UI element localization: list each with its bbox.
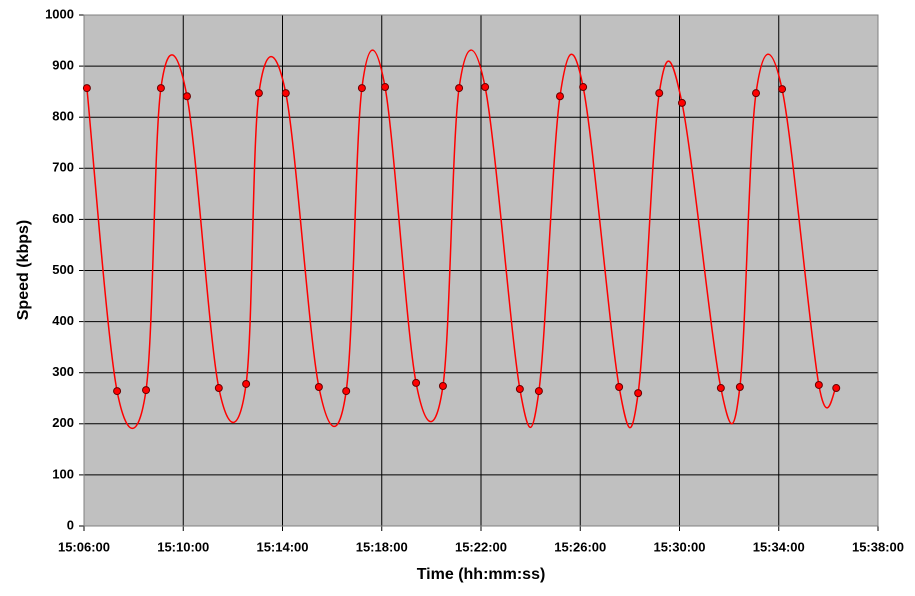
x-tick-label: 15:38:00 (852, 539, 904, 554)
x-tick-label: 15:14:00 (256, 539, 308, 554)
y-tick-label: 900 (52, 58, 74, 73)
data-point (778, 85, 787, 94)
x-tick-label: 15:10:00 (157, 539, 209, 554)
data-point (142, 386, 151, 395)
data-point (156, 84, 165, 93)
x-tick-label: 15:26:00 (554, 539, 606, 554)
y-tick-label: 400 (52, 313, 74, 328)
y-tick-label: 800 (52, 109, 74, 124)
data-point (677, 98, 686, 107)
data-point (314, 383, 323, 392)
y-tick-label: 500 (52, 262, 74, 277)
y-tick-label: 700 (52, 160, 74, 175)
data-point (655, 89, 664, 98)
x-tick-label: 15:18:00 (356, 539, 408, 554)
data-point (634, 389, 643, 398)
data-point (515, 385, 524, 394)
data-point (113, 387, 122, 396)
x-tick-label: 15:06:00 (58, 539, 110, 554)
y-axis-title: Speed (kbps) (15, 220, 32, 320)
data-point (832, 384, 841, 393)
y-tick-label: 100 (52, 466, 74, 481)
data-point (481, 83, 490, 92)
x-tick-label: 15:34:00 (753, 539, 805, 554)
data-point (534, 387, 543, 396)
x-tick-label: 15:30:00 (653, 539, 705, 554)
plot-border (83, 14, 879, 527)
data-point (357, 84, 366, 93)
data-point (281, 89, 290, 98)
data-point (381, 83, 390, 92)
y-tick-label: 600 (52, 211, 74, 226)
y-tick-label: 1000 (45, 6, 74, 21)
data-point (342, 387, 351, 396)
y-tick-label: 200 (52, 415, 74, 430)
x-tick-label: 15:22:00 (455, 539, 507, 554)
data-point (716, 384, 725, 393)
data-point (214, 384, 223, 393)
series-line (86, 49, 837, 429)
data-point (242, 379, 251, 388)
data-point (254, 89, 263, 98)
data-point (752, 89, 761, 98)
data-point (455, 84, 464, 93)
data-point (82, 84, 91, 93)
y-tick-label: 0 (67, 517, 74, 532)
x-axis-title: Time (hh:mm:ss) (417, 566, 546, 583)
y-tick-label: 300 (52, 364, 74, 379)
data-point (814, 380, 823, 389)
data-point (579, 83, 588, 92)
data-point (555, 92, 564, 101)
data-point (182, 92, 191, 101)
data-point (735, 383, 744, 392)
data-point (615, 383, 624, 392)
data-point (412, 378, 421, 387)
data-point (438, 381, 447, 390)
